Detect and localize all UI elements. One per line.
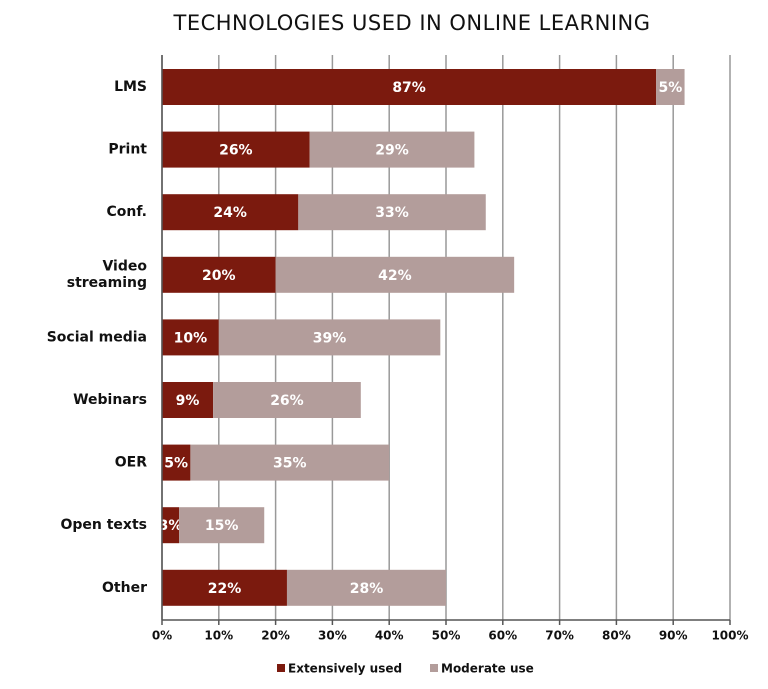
value-label: 22% (208, 581, 242, 597)
x-tick-label: 40% (375, 629, 404, 643)
legend-swatch (277, 664, 285, 672)
legend-label: Moderate use (441, 662, 534, 676)
category-label: Other (102, 580, 147, 596)
bar-segment (298, 194, 486, 231)
x-tick-label: 60% (488, 629, 517, 643)
x-tick-label: 80% (602, 629, 631, 643)
value-label: 9% (176, 393, 200, 409)
x-tick-label: 0% (152, 629, 172, 643)
bar-segment (213, 382, 361, 418)
value-label: 28% (350, 581, 384, 597)
bar-segment (275, 256, 515, 293)
value-label: 5% (164, 456, 188, 472)
x-tick-label: 50% (432, 629, 461, 643)
bar-segment (162, 569, 287, 606)
x-tick-label: 70% (545, 629, 574, 643)
value-label: 26% (270, 393, 304, 409)
category-label: LMS (114, 79, 147, 95)
category-label: Open texts (60, 517, 147, 533)
value-label: 39% (313, 330, 347, 346)
legend-label: Extensively used (288, 662, 402, 676)
value-label: 5% (658, 80, 682, 96)
x-tick-label: 30% (318, 629, 347, 643)
x-tick-label: 100% (711, 629, 748, 643)
category-label: Conf. (106, 204, 147, 220)
category-label: OER (115, 455, 147, 471)
bar-segment (162, 507, 180, 544)
bar-segment (190, 444, 390, 481)
value-label: 87% (392, 80, 426, 96)
bar-segment (162, 256, 276, 293)
value-label: 26% (219, 143, 253, 159)
bar-segment (162, 131, 310, 168)
value-label: 24% (213, 205, 247, 221)
category-label: Video streaming (67, 258, 148, 291)
bar-segment (162, 382, 214, 418)
x-tick-label: 20% (261, 629, 290, 643)
value-label: 33% (375, 205, 409, 221)
value-label: 35% (273, 456, 307, 472)
bar-segment (309, 131, 475, 168)
chart-title: TECHNOLOGIES USED IN ONLINE LEARNING (173, 11, 651, 35)
value-label: 42% (378, 268, 412, 284)
x-tick-label: 10% (204, 629, 233, 643)
bar-segment (162, 194, 299, 231)
bar-segment (162, 69, 657, 105)
bar-segment (179, 507, 265, 544)
value-label: 10% (174, 330, 208, 346)
value-label: 20% (202, 268, 236, 284)
bar-segment (218, 319, 441, 356)
value-label: 29% (375, 143, 409, 159)
legend-swatch (430, 664, 438, 672)
bar-segment (162, 319, 219, 356)
x-tick-label: 90% (659, 629, 688, 643)
category-label: Print (108, 142, 147, 158)
value-label: 15% (205, 518, 239, 534)
category-label: Social media (47, 329, 147, 345)
bar-segment (162, 444, 191, 481)
value-label: 3% (159, 518, 183, 534)
bar-segment (656, 69, 685, 105)
bar-segment (286, 569, 446, 606)
category-label: Webinars (73, 392, 147, 408)
